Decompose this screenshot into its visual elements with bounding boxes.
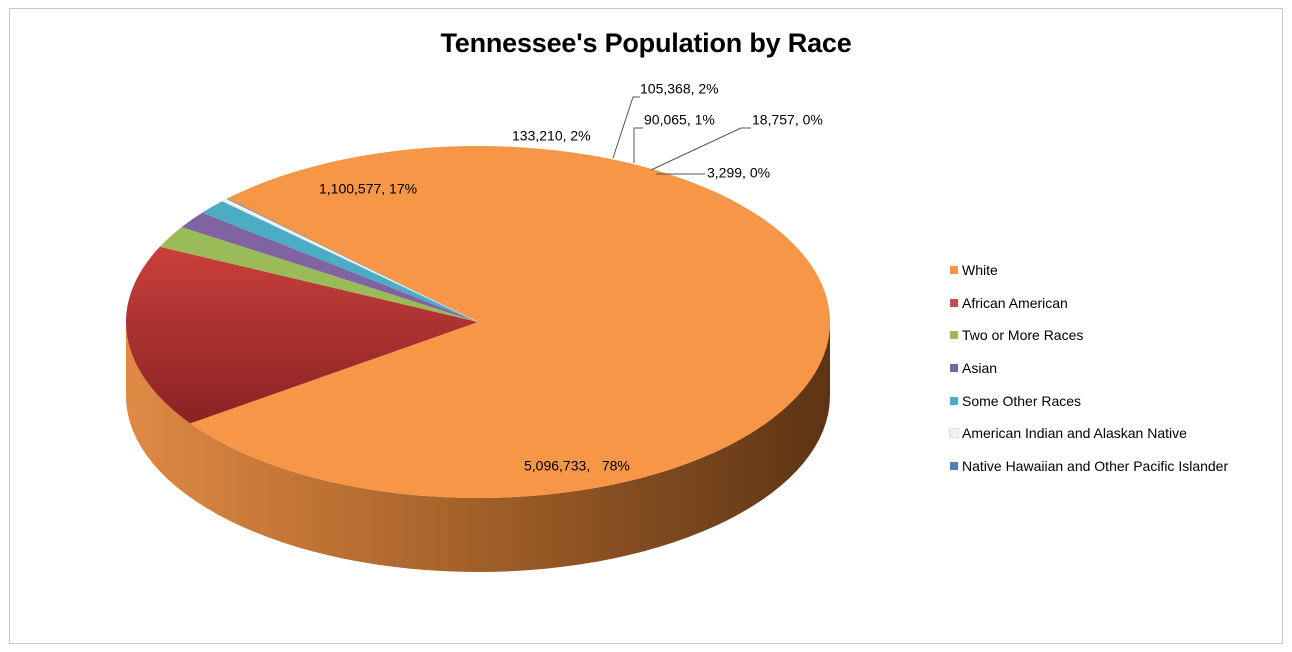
legend-swatch-american-indian-and-alaskan-native: [949, 428, 959, 439]
pie-slice-white: [190, 146, 831, 499]
legend-label-two-or-more-races: Two or More Races: [962, 327, 1084, 344]
legend-item-white: White: [950, 254, 1228, 287]
legend-swatch-asian: [950, 364, 958, 373]
legend-item-african-american: African American: [950, 287, 1228, 320]
pie-slice-american-indian-and-alaskan-native: [221, 198, 479, 323]
pie-slice-two-or-more-races: [159, 227, 478, 322]
legend: White African American Two or More Races As…: [949, 254, 1228, 483]
leader-line-american-indian-and-alaskan-native: [650, 127, 751, 171]
legend-item-two-or-more-races: Two or More Races: [950, 319, 1228, 352]
legend-swatch-african-american: [950, 298, 958, 307]
legend-item-american-indian-and-alaskan-native: American Indian and Alaskan Native: [949, 417, 1228, 450]
legend-label-asian: Asian: [962, 360, 998, 377]
legend-label-some-other-races: Some Other Races: [962, 392, 1082, 409]
legend-label-african-american: African American: [962, 294, 1068, 311]
pie-slice-some-other-races: [202, 201, 479, 322]
pie-slice-asian: [181, 212, 479, 322]
legend-swatch-native-hawaiian-and-other-pacific-islander: [950, 461, 958, 470]
data-label-american-indian-and-alaskan-native: 18,757, 0%: [752, 112, 823, 128]
legend-item-some-other-races: Some Other Races: [950, 384, 1228, 417]
pie-slice-native-hawaiian-and-other-pacific-islander: [226, 198, 478, 322]
data-label-native-hawaiian-and-other-pacific-islander: 3,299, 0%: [707, 165, 770, 181]
legend-swatch-white: [950, 266, 958, 275]
leader-line-asian: [612, 96, 640, 159]
data-label-two-or-more-races: 133,210, 2%: [512, 128, 591, 144]
legend-swatch-two-or-more-races: [950, 331, 958, 340]
legend-item-native-hawaiian-and-other-pacific-islander: Native Hawaiian and Other Pacific Island…: [950, 450, 1228, 483]
pie-slice-african-american: [126, 246, 478, 424]
legend-label-native-hawaiian-and-other-pacific-islander: Native Hawaiian and Other Pacific Island…: [962, 457, 1229, 474]
data-label-some-other-races: 90,065, 1%: [644, 112, 715, 128]
chart-title: Tennessee's Population by Race: [440, 28, 852, 58]
legend-swatch-some-other-races: [950, 396, 958, 405]
data-label-african-american: 1,100,577, 17%: [319, 181, 417, 197]
data-label-asian: 105,368, 2%: [640, 81, 719, 97]
legend-item-asian: Asian: [950, 352, 1228, 385]
legend-label-american-indian-and-alaskan-native: American Indian and Alaskan Native: [962, 425, 1187, 442]
pie-side-white: [126, 322, 830, 572]
data-label-white: 5,096,733, 78%: [524, 458, 630, 474]
legend-label-white: White: [962, 262, 998, 279]
leader-line-some-other-races: [633, 127, 643, 163]
